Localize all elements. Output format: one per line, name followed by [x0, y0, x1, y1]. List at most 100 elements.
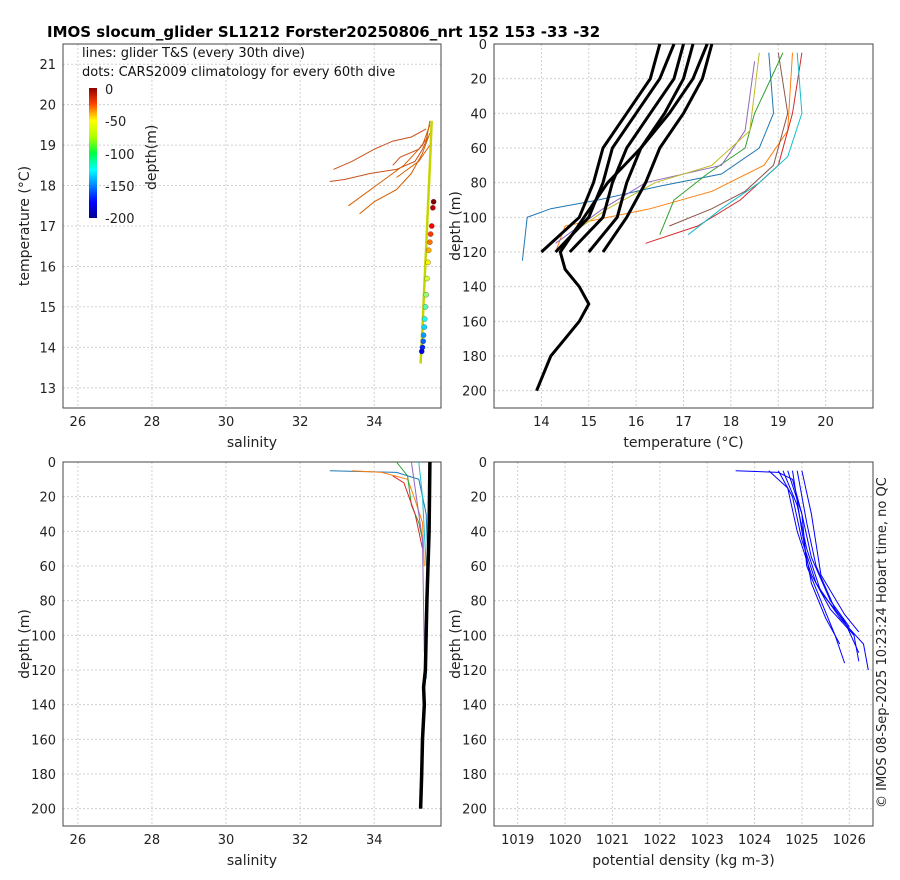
y-tick-label: 180 — [462, 350, 487, 365]
y-tick-label: 21 — [39, 58, 56, 73]
glider-ts-line — [396, 144, 431, 178]
cars-climatology-dot — [430, 198, 437, 205]
axes-frame — [493, 461, 874, 827]
figure-title: IMOS slocum_glider SL1212 Forster2025080… — [47, 23, 600, 41]
x-tick-label: 30 — [218, 833, 235, 848]
y-tick-label: 200 — [462, 385, 487, 400]
x-tick-label: 17 — [675, 415, 692, 430]
y-tick-label: 140 — [31, 699, 56, 714]
glider-salinity-profile — [396, 461, 423, 541]
glider-ts-line — [348, 124, 431, 207]
y-tick-label: 40 — [470, 107, 487, 122]
cars-climatology-dot — [420, 338, 426, 345]
x-tick-label: 19 — [770, 415, 787, 430]
temperature-depth-panel: 14 15 16 17 18 19 2002040608010012014016018020… — [448, 38, 874, 451]
glider-ts-line — [359, 132, 431, 215]
x-tick-label: 1021 — [596, 833, 629, 848]
y-tick-label: 120 — [31, 664, 56, 679]
y-tick-label: 120 — [462, 246, 487, 261]
y-tick-label: 0 — [479, 456, 487, 471]
glider-density-profile — [792, 470, 841, 645]
y-tick-label: 60 — [39, 560, 56, 575]
y-tick-label: 100 — [462, 629, 487, 644]
copyright-note: © IMOS 08-Sep-2025 10:23:24 Hobart time,… — [875, 477, 890, 808]
colorbar-tick-50: -50 — [105, 115, 126, 130]
x-tick-label: 16 — [628, 415, 645, 430]
glider-salinity-profile — [418, 461, 427, 567]
cars-climatology-dot — [430, 205, 436, 211]
y-tick-label: 17 — [39, 220, 56, 235]
cars-climatology-dot — [418, 348, 425, 355]
y-tick-label: 15 — [39, 301, 56, 316]
climatology-salinity-profile — [418, 461, 432, 809]
colorbar-tick-0: 0 — [105, 83, 113, 98]
y-tick-label: 140 — [462, 281, 487, 296]
x-tick-label: 20 — [817, 415, 834, 430]
y-tick-label: 80 — [470, 177, 487, 192]
y-tick-label: 0 — [48, 456, 56, 471]
x-tick-label: 18 — [723, 415, 740, 430]
cars-climatology-dot — [426, 247, 432, 254]
glider-temperature-profile — [669, 52, 789, 227]
colorbar-tick-100: -100 — [105, 148, 135, 163]
x-tick-label: 26 — [70, 833, 87, 848]
x-tick-label: 15 — [580, 415, 597, 430]
x-tick-label: 34 — [366, 415, 383, 430]
glider-salinity-profile — [410, 461, 425, 653]
density-depth-panel: 1019 1020 1021 1022 1023 1024 1025 1026 0 20 40 60 8… — [448, 456, 874, 869]
glider-temperature-profile — [574, 52, 760, 232]
axes-frame — [62, 43, 442, 409]
cars-climatology-dot — [421, 324, 428, 330]
x-axis-label: salinity — [227, 435, 277, 451]
x-tick-label: 34 — [366, 833, 383, 848]
y-tick-label: 200 — [31, 803, 56, 818]
x-tick-label: 1022 — [643, 833, 676, 848]
y-tick-label: 40 — [470, 525, 487, 540]
y-tick-label: 40 — [39, 525, 56, 540]
y-tick-label: 180 — [31, 768, 56, 783]
y-tick-label: 18 — [39, 180, 56, 195]
legend-lines-text: lines: glider T&S (every 30th dive) — [82, 46, 305, 61]
cars-climatology-dot — [421, 316, 428, 322]
glider-ts-line — [329, 120, 431, 182]
x-tick-label: 1020 — [549, 833, 582, 848]
y-axis-label: temperature (°C) — [17, 166, 33, 286]
y-tick-label: 160 — [462, 733, 487, 748]
glider-temperature-profile — [555, 52, 793, 253]
cars-climatology-dot — [428, 223, 435, 229]
y-tick-label: 60 — [470, 560, 487, 575]
colorbar — [89, 88, 97, 218]
ts-legend: lines: glider T&S (every 30th dive) dots… — [82, 46, 395, 227]
y-tick-label: 60 — [470, 142, 487, 157]
legend-dots-text: dots: CARS2009 climatology for every 60t… — [82, 65, 395, 80]
climatology-temperature-profile — [535, 43, 709, 392]
x-tick-label: 26 — [70, 415, 87, 430]
y-tick-label: 80 — [470, 595, 487, 610]
y-tick-label: 20 — [470, 491, 487, 506]
y-axis-label: depth (m) — [17, 609, 33, 679]
colorbar-tick-150: -150 — [105, 180, 135, 195]
y-tick-label: 160 — [462, 315, 487, 330]
x-tick-label: 32 — [292, 415, 309, 430]
x-tick-label: 1024 — [738, 833, 771, 848]
y-tick-label: 0 — [479, 38, 487, 53]
climatology-temperature-profile — [554, 43, 676, 254]
climatology-temperature-profile — [568, 43, 685, 254]
glider-salinity-profile — [352, 470, 425, 567]
salinity-depth-panel: 26 28 30 32 34 0 20 40 60 80 100 120 140 160 180 200 sal… — [17, 456, 442, 869]
climatology-temperature-profile — [601, 43, 714, 253]
x-tick-label: 1019 — [501, 833, 534, 848]
glider-density-profile — [796, 470, 855, 636]
glider-temperature-profile — [659, 52, 784, 235]
cars-climatology-dot — [420, 332, 427, 338]
y-tick-label: 80 — [39, 595, 56, 610]
cars-climatology-dot — [427, 231, 434, 237]
y-tick-label: 20 — [470, 73, 487, 88]
y-tick-label: 160 — [31, 733, 56, 748]
glider-density-profile — [801, 470, 860, 633]
x-tick-label: 1025 — [785, 833, 818, 848]
y-tick-label: 19 — [39, 139, 56, 154]
glider-salinity-profile — [392, 475, 423, 549]
y-tick-label: 100 — [462, 211, 487, 226]
